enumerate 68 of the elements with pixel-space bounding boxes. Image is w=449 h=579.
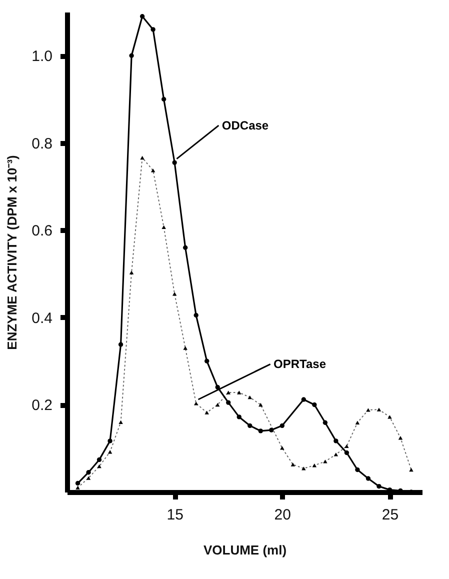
point bbox=[280, 446, 284, 450]
point bbox=[226, 390, 230, 394]
point bbox=[226, 400, 231, 405]
point bbox=[150, 27, 156, 32]
y-tick-label: 0.4 bbox=[32, 310, 52, 327]
point bbox=[302, 466, 306, 470]
point bbox=[76, 486, 80, 490]
point bbox=[204, 358, 210, 364]
point bbox=[334, 438, 338, 444]
point bbox=[355, 467, 360, 472]
point bbox=[108, 438, 112, 444]
point bbox=[183, 346, 188, 350]
point bbox=[194, 402, 198, 406]
point bbox=[334, 452, 338, 456]
point bbox=[323, 460, 328, 464]
point bbox=[129, 53, 134, 58]
point bbox=[280, 423, 284, 428]
point bbox=[258, 402, 263, 407]
point bbox=[86, 470, 91, 475]
point bbox=[355, 420, 360, 424]
y-tick-label: 0.6 bbox=[32, 222, 52, 240]
point bbox=[290, 462, 296, 466]
point bbox=[301, 397, 306, 402]
point bbox=[118, 342, 124, 347]
point bbox=[118, 420, 123, 424]
point bbox=[215, 402, 220, 407]
point bbox=[140, 14, 145, 19]
point bbox=[376, 484, 382, 489]
point bbox=[237, 390, 242, 394]
point bbox=[172, 292, 177, 296]
point bbox=[376, 408, 382, 412]
point bbox=[194, 312, 198, 318]
point bbox=[269, 428, 274, 432]
point bbox=[129, 270, 134, 274]
point bbox=[312, 402, 317, 408]
y-axis-title: ENZYME ACTIVITY (DPM x 10⁻³) bbox=[4, 155, 20, 350]
point bbox=[409, 468, 414, 472]
x-axis-title: VOLUME (ml) bbox=[203, 542, 287, 558]
point bbox=[108, 450, 112, 454]
y-tick-label: 0.8 bbox=[32, 135, 52, 152]
point bbox=[258, 428, 263, 434]
y-tick-label: 0.2 bbox=[32, 397, 52, 414]
x-tick-label: 25 bbox=[382, 506, 399, 524]
point bbox=[140, 156, 144, 160]
point bbox=[96, 457, 102, 462]
point bbox=[344, 450, 350, 456]
point bbox=[236, 414, 242, 420]
x-tick-label: 20 bbox=[274, 506, 291, 524]
point bbox=[248, 395, 252, 400]
x-tick-label: 15 bbox=[166, 506, 184, 524]
point bbox=[161, 96, 166, 102]
point bbox=[75, 480, 80, 486]
point bbox=[388, 415, 392, 419]
point bbox=[322, 420, 328, 425]
point bbox=[248, 423, 252, 428]
text: OPRTase bbox=[274, 357, 326, 372]
point bbox=[182, 245, 188, 250]
point bbox=[204, 410, 209, 414]
point bbox=[97, 464, 102, 468]
point bbox=[344, 444, 349, 448]
point bbox=[366, 476, 371, 481]
y-tick-label: 1.0 bbox=[32, 48, 52, 66]
point bbox=[172, 160, 177, 165]
text: ODCase bbox=[222, 118, 269, 132]
point bbox=[312, 464, 317, 468]
point bbox=[366, 408, 370, 412]
point bbox=[162, 225, 166, 229]
point bbox=[86, 476, 91, 480]
